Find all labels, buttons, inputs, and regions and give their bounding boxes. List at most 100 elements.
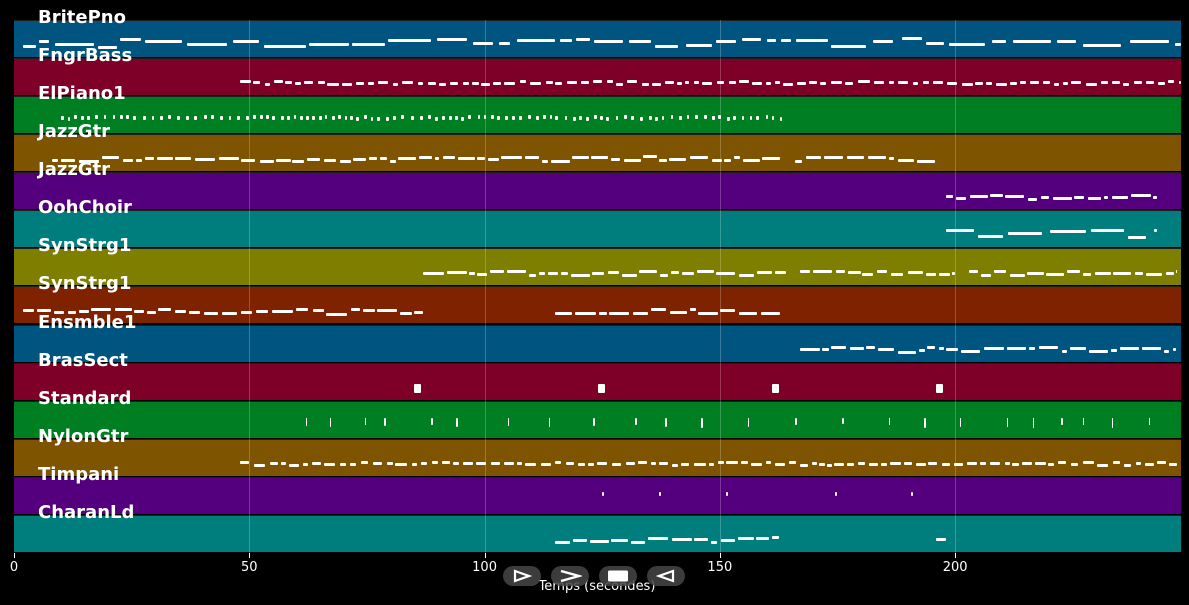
note bbox=[490, 461, 501, 465]
note bbox=[1154, 229, 1158, 233]
note bbox=[901, 36, 923, 40]
note bbox=[144, 40, 183, 44]
note bbox=[367, 81, 374, 85]
note bbox=[799, 270, 810, 274]
note bbox=[889, 81, 895, 85]
note bbox=[1134, 271, 1144, 275]
note bbox=[952, 272, 956, 276]
note bbox=[1134, 80, 1143, 84]
note bbox=[1112, 81, 1120, 85]
stop-button[interactable] bbox=[599, 566, 637, 586]
note bbox=[658, 492, 661, 497]
note bbox=[541, 462, 551, 466]
note bbox=[718, 115, 722, 120]
note bbox=[842, 418, 844, 424]
next-button[interactable] bbox=[551, 566, 589, 586]
note bbox=[188, 310, 201, 314]
tick-label: 150 bbox=[707, 560, 733, 575]
note bbox=[639, 116, 643, 121]
note bbox=[276, 158, 291, 162]
note bbox=[880, 462, 887, 466]
note bbox=[959, 418, 962, 427]
note bbox=[1053, 196, 1072, 200]
note bbox=[392, 82, 398, 86]
note bbox=[446, 271, 467, 275]
note bbox=[550, 160, 570, 164]
note bbox=[91, 307, 112, 311]
note bbox=[765, 461, 771, 465]
note bbox=[720, 308, 736, 312]
note bbox=[845, 82, 854, 86]
note bbox=[437, 38, 467, 42]
note bbox=[452, 461, 460, 465]
note bbox=[795, 159, 803, 163]
note bbox=[760, 311, 781, 315]
note bbox=[981, 273, 992, 277]
note bbox=[536, 116, 540, 121]
note bbox=[741, 460, 749, 464]
note bbox=[924, 418, 926, 428]
note bbox=[750, 463, 762, 467]
note bbox=[819, 463, 825, 467]
note bbox=[419, 155, 433, 159]
note bbox=[398, 156, 416, 160]
note bbox=[1082, 418, 1084, 426]
note bbox=[517, 462, 523, 466]
note bbox=[655, 45, 678, 49]
note bbox=[442, 155, 455, 159]
note bbox=[1010, 274, 1026, 278]
note bbox=[204, 312, 219, 316]
note bbox=[308, 43, 349, 47]
note bbox=[442, 115, 445, 120]
note bbox=[505, 115, 509, 120]
note bbox=[867, 156, 887, 160]
note bbox=[819, 82, 827, 86]
note bbox=[757, 270, 772, 274]
note bbox=[271, 115, 275, 120]
note bbox=[1082, 272, 1092, 276]
note bbox=[862, 273, 873, 277]
note bbox=[370, 116, 374, 121]
stop-icon bbox=[608, 570, 628, 582]
note bbox=[694, 463, 706, 467]
play-forward-button[interactable] bbox=[503, 566, 541, 586]
note bbox=[186, 42, 227, 46]
note bbox=[1006, 418, 1008, 428]
track-row bbox=[14, 210, 1181, 248]
note bbox=[1027, 272, 1045, 276]
note bbox=[830, 81, 843, 85]
note bbox=[1127, 235, 1147, 239]
note bbox=[747, 418, 750, 428]
note bbox=[512, 115, 516, 120]
track-row bbox=[14, 20, 1181, 57]
note bbox=[1165, 271, 1174, 275]
note bbox=[955, 197, 967, 201]
note bbox=[477, 273, 487, 277]
note bbox=[203, 115, 207, 120]
note bbox=[488, 157, 500, 161]
note bbox=[659, 159, 668, 163]
note bbox=[978, 234, 1004, 238]
note bbox=[660, 274, 669, 278]
note bbox=[1087, 196, 1101, 200]
note bbox=[945, 229, 975, 233]
tick-mark bbox=[14, 553, 15, 558]
note bbox=[67, 116, 71, 121]
note bbox=[621, 274, 638, 278]
rewind-button[interactable] bbox=[647, 566, 685, 586]
note bbox=[936, 384, 944, 394]
track-row bbox=[14, 286, 1181, 324]
note bbox=[246, 115, 250, 120]
track-label: JazzGtr bbox=[38, 121, 111, 143]
note bbox=[847, 463, 855, 467]
note bbox=[222, 311, 238, 315]
note bbox=[949, 42, 985, 46]
note bbox=[368, 156, 378, 160]
note bbox=[507, 418, 510, 427]
note bbox=[693, 81, 699, 85]
note bbox=[1088, 350, 1109, 354]
note bbox=[593, 115, 597, 120]
note bbox=[684, 80, 690, 84]
note bbox=[1049, 230, 1086, 234]
